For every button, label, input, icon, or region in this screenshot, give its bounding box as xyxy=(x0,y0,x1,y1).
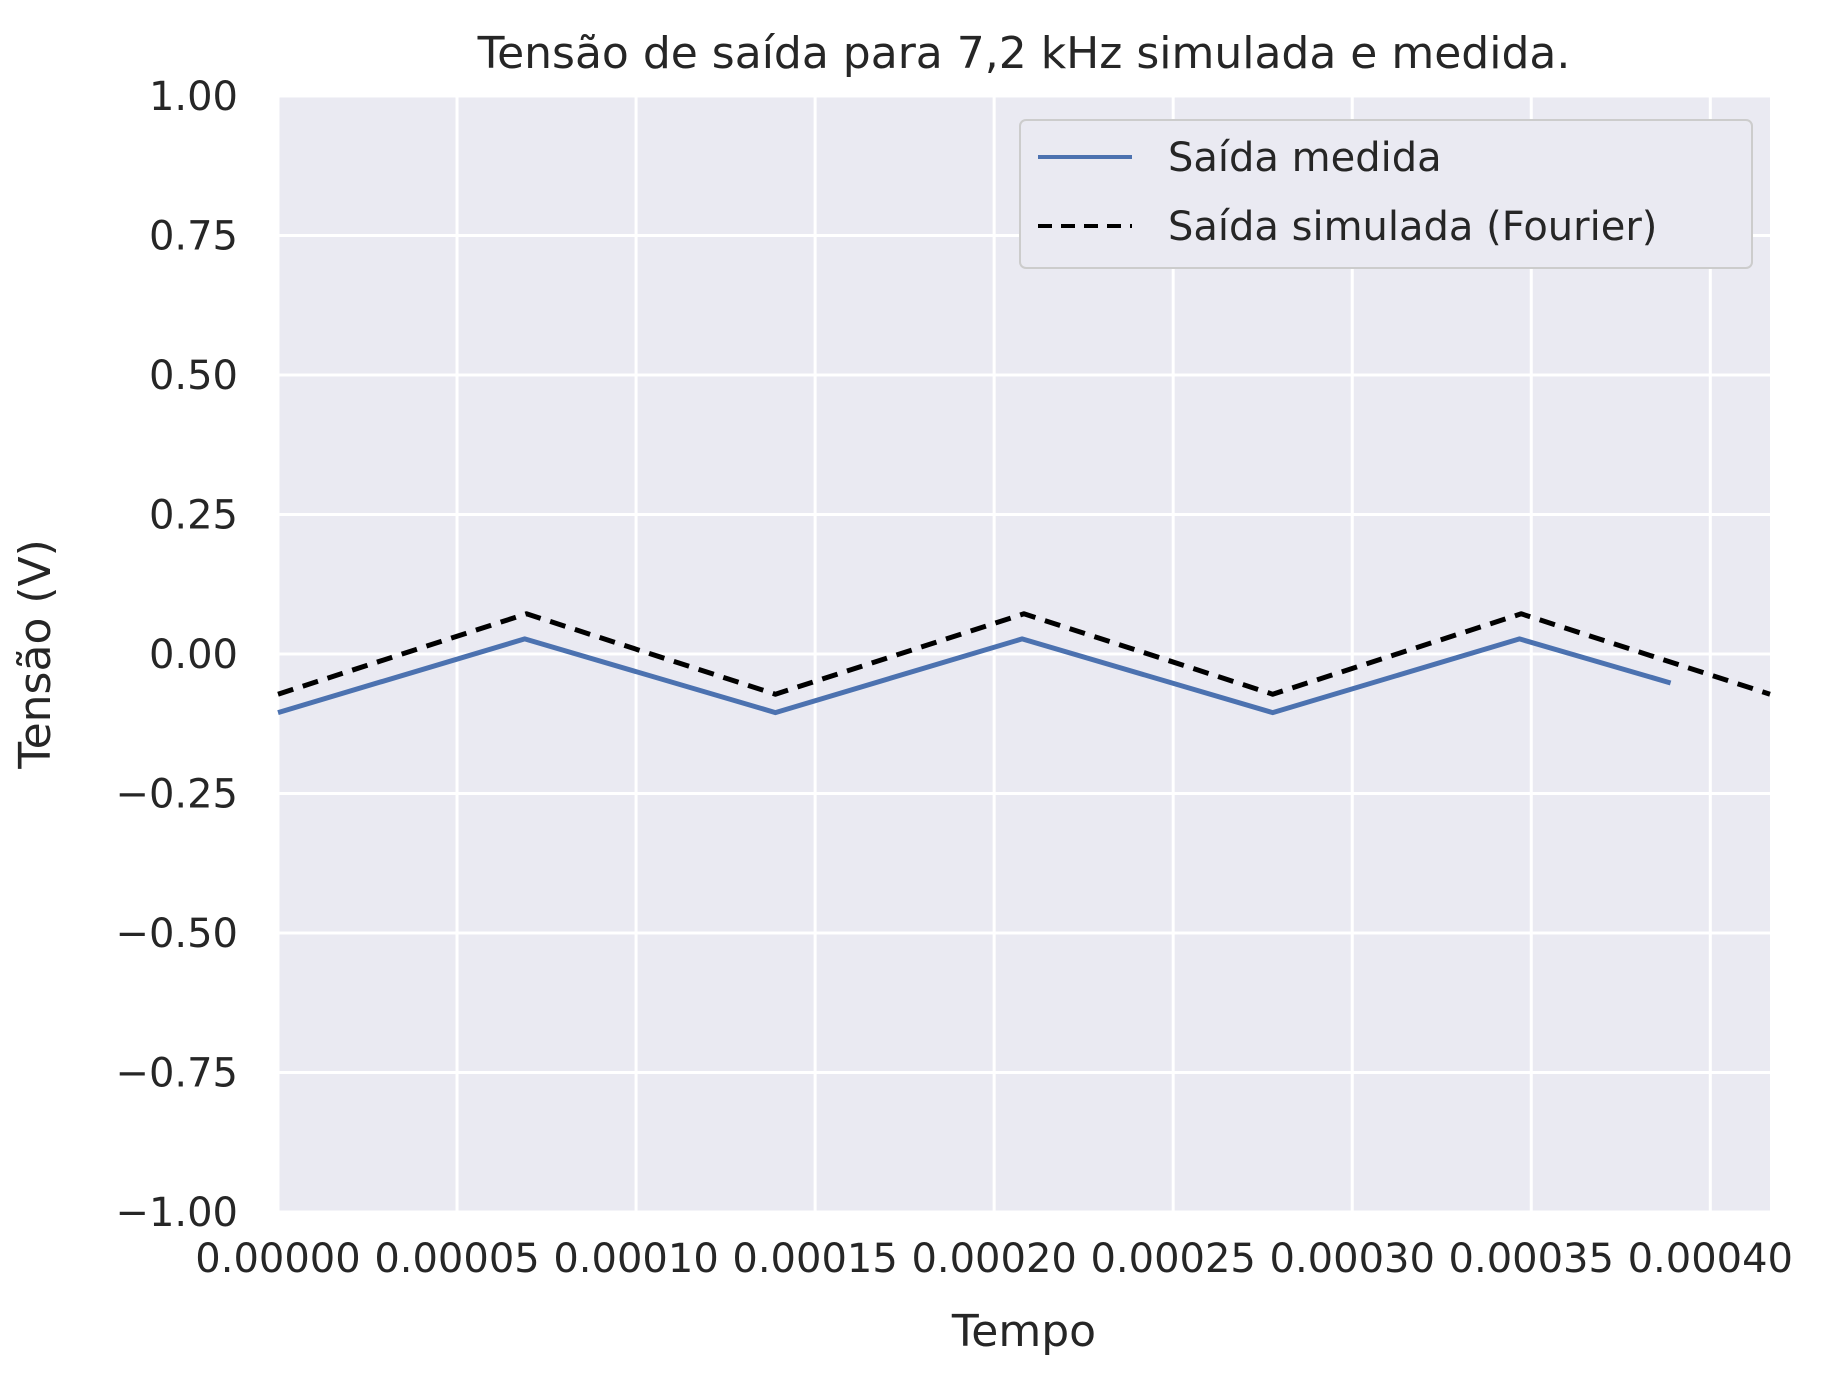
series-line-simulated xyxy=(277,611,1771,697)
y-tick-label: 0.50 xyxy=(149,353,238,399)
legend-label-measured: Saída medida xyxy=(1168,135,1442,181)
tick-labels: 0.00000 0.00005 0.00010 0.00015 0.00020 0.000… xyxy=(115,74,1793,1282)
x-tick-label: 0.00015 xyxy=(732,1236,897,1282)
legend-label-simulated: Saída simulada (Fourier) xyxy=(1168,204,1657,250)
x-axis-label: Tempo xyxy=(951,1306,1096,1357)
x-tick-label: 0.00020 xyxy=(911,1236,1076,1282)
y-tick-label: 1.00 xyxy=(149,74,238,120)
y-axis-label: Tensão (V) xyxy=(10,539,61,770)
legend: Saída medida Saída simulada (Fourier) xyxy=(1019,119,1753,269)
y-tick-label: −0.50 xyxy=(115,911,238,957)
series-lines xyxy=(277,611,1771,716)
x-tick-label: 0.00040 xyxy=(1628,1236,1793,1282)
x-tick-label: 0.00005 xyxy=(374,1236,539,1282)
y-tick-label: 0.25 xyxy=(149,493,238,539)
x-tick-label: 0.00035 xyxy=(1449,1236,1614,1282)
y-tick-label: −1.00 xyxy=(115,1190,238,1236)
legend-box xyxy=(1019,119,1753,269)
y-tick-label: 0.00 xyxy=(149,632,238,678)
chart-title: Tensão de saída para 7,2 kHz simulada e … xyxy=(477,28,1571,79)
series-line-measured xyxy=(277,636,1672,716)
x-tick-label: 0.00010 xyxy=(553,1236,718,1282)
y-tick-label: −0.25 xyxy=(115,772,238,818)
y-tick-label: −0.75 xyxy=(115,1051,238,1097)
x-tick-label: 0.00030 xyxy=(1270,1236,1435,1282)
x-tick-label: 0.00025 xyxy=(1090,1236,1255,1282)
y-tick-label: 0.75 xyxy=(149,214,238,260)
x-tick-label: 0.00000 xyxy=(195,1236,360,1282)
